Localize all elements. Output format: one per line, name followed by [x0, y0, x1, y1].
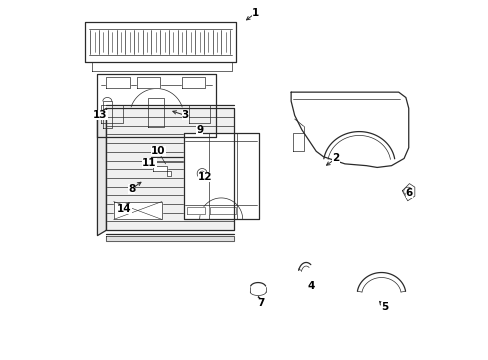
- Polygon shape: [210, 207, 235, 214]
- Text: 9: 9: [196, 125, 203, 135]
- Text: 7: 7: [256, 298, 264, 308]
- Text: 12: 12: [198, 172, 212, 182]
- Text: 1: 1: [251, 8, 258, 18]
- Polygon shape: [290, 92, 408, 167]
- Polygon shape: [113, 202, 162, 220]
- Polygon shape: [292, 134, 303, 151]
- Circle shape: [403, 187, 411, 196]
- Text: 11: 11: [142, 158, 156, 168]
- Polygon shape: [153, 166, 171, 176]
- Polygon shape: [97, 108, 106, 235]
- Polygon shape: [102, 101, 112, 128]
- Text: 2: 2: [332, 153, 339, 163]
- Text: 4: 4: [306, 281, 314, 291]
- Text: 13: 13: [93, 111, 107, 121]
- Polygon shape: [106, 108, 233, 230]
- Polygon shape: [97, 74, 215, 137]
- Polygon shape: [182, 77, 204, 88]
- Polygon shape: [85, 22, 235, 62]
- Polygon shape: [188, 105, 210, 123]
- Polygon shape: [402, 184, 414, 201]
- Text: 14: 14: [117, 204, 131, 214]
- Polygon shape: [106, 77, 129, 88]
- Text: 5: 5: [380, 302, 387, 312]
- Polygon shape: [187, 207, 204, 214]
- Polygon shape: [101, 105, 122, 123]
- Circle shape: [197, 168, 207, 179]
- Polygon shape: [106, 235, 233, 241]
- Text: 3: 3: [182, 111, 188, 121]
- Text: 6: 6: [405, 188, 412, 198]
- Polygon shape: [183, 134, 258, 220]
- Text: 8: 8: [128, 184, 135, 194]
- Polygon shape: [92, 62, 231, 71]
- Polygon shape: [137, 77, 160, 88]
- Text: 10: 10: [151, 146, 165, 156]
- Polygon shape: [147, 98, 163, 127]
